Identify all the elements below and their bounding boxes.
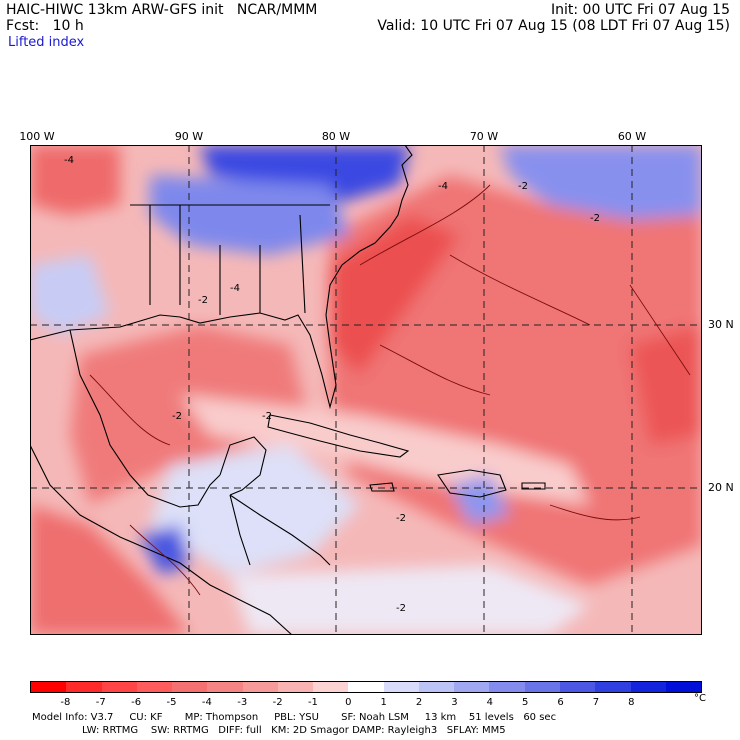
colorbar-swatch xyxy=(242,682,278,692)
lon-label-100w: 100 W xyxy=(19,130,55,143)
colorbar-tick-label: -1 xyxy=(307,697,318,708)
strong-southeast-coast xyxy=(330,215,460,375)
colorbar-tick-label: -5 xyxy=(166,697,177,708)
us-state-lines xyxy=(130,204,330,315)
model-info-line2: LW: RRTMG SW: RRTMG DIFF: full KM: 2D Sm… xyxy=(82,725,506,736)
colorbar-swatch xyxy=(101,682,137,692)
colorbar-swatch xyxy=(665,682,702,692)
stability-field xyxy=(30,145,702,635)
colorbar xyxy=(30,681,702,693)
unstable-mexico-west xyxy=(30,505,190,635)
colorbar-swatch xyxy=(489,682,525,692)
colorbar-swatch xyxy=(418,682,455,692)
lifted-index-map: -2 -2 -2 -2 -2 -2 -2 -4 -4 -4 xyxy=(30,145,702,635)
colorbar-tick-label: 1 xyxy=(380,697,387,708)
colorbar-tick-label: -7 xyxy=(95,697,106,708)
colorbar-swatch xyxy=(313,682,349,692)
colorbar-tick-label: -3 xyxy=(237,697,248,708)
hispaniola xyxy=(437,469,507,498)
field-name: Lifted index xyxy=(8,35,85,50)
stable-gulf-of-maine xyxy=(500,145,702,220)
central-america-stable xyxy=(150,445,360,575)
colorbar-tick-label: 4 xyxy=(486,697,493,708)
colorbar-swatch xyxy=(559,682,596,692)
unstable-texas xyxy=(30,145,120,215)
lon-label-60w: 60 W xyxy=(617,130,647,143)
coastlines xyxy=(30,145,546,635)
colorbar-swatch xyxy=(66,682,102,692)
colorbar-swatch xyxy=(136,682,173,692)
contour-label: -2 xyxy=(172,411,182,422)
colorbar-tick-label: -8 xyxy=(60,697,71,708)
central-america xyxy=(149,494,331,635)
model-title: HAIC-HIWC 13km ARW-GFS init NCAR/MMM xyxy=(6,2,318,18)
colorbar-tick-label: -6 xyxy=(131,697,142,708)
contour-labels: -2 -2 -2 -2 -2 -2 -2 -4 -4 -4 xyxy=(64,155,600,614)
us-gulf-coast xyxy=(30,145,413,410)
contour-label: -2 xyxy=(590,213,600,224)
contour-label: -2 xyxy=(518,181,528,192)
colorbar-swatch xyxy=(524,682,560,692)
lon-label-80w: 80 W xyxy=(321,130,351,143)
lat-label-30n: 30 N xyxy=(708,318,734,331)
colorbar-tick-label: 8 xyxy=(628,697,635,708)
jamaica xyxy=(369,482,395,492)
mexico-west-coast xyxy=(30,444,151,551)
stable-northeast xyxy=(200,145,410,205)
mexico-east-coast xyxy=(69,329,221,508)
colorbar-swatch xyxy=(277,682,314,692)
contour-label: -2 xyxy=(262,411,272,422)
model-info-line1: Model Info: V3.7 CU: KF MP: Thompson PBL… xyxy=(32,712,557,723)
strong-east-atlantic xyxy=(630,325,702,445)
lon-label-70w: 70 W xyxy=(469,130,499,143)
colorbar-swatch xyxy=(207,682,243,692)
unstable-gulf xyxy=(70,325,310,505)
contour-label: -4 xyxy=(438,181,448,192)
contour-label: -2 xyxy=(396,603,406,614)
colorbar-tick-label: 0 xyxy=(345,697,352,708)
eastern-pacific-light xyxy=(230,565,590,635)
colorbar-tick-label: 3 xyxy=(451,697,458,708)
valid-time: Valid: 10 UTC Fri 07 Aug 15 (08 LDT Fri … xyxy=(377,18,730,34)
init-time: Init: 00 UTC Fri 07 Aug 15 xyxy=(550,2,730,18)
colorbar-swatch xyxy=(630,682,666,692)
cool-nw-corner xyxy=(30,255,110,335)
contour-label: -2 xyxy=(198,295,208,306)
colorbar-tick-label: 6 xyxy=(557,697,564,708)
colorbar-swatch xyxy=(348,682,384,692)
stable-mid-atlantic xyxy=(150,175,350,255)
colorbar-unit: °C xyxy=(694,693,706,704)
contours xyxy=(89,184,691,596)
colorbar-tick-label: -4 xyxy=(201,697,212,708)
colorbar-tick-label: 7 xyxy=(592,697,600,708)
colorbar-tick-label: 2 xyxy=(415,697,423,708)
puerto-rico xyxy=(521,482,546,490)
lon-label-90w: 90 W xyxy=(174,130,204,143)
colorbar-swatch xyxy=(595,682,631,692)
contour-label: -4 xyxy=(230,283,240,294)
colorbar-swatch xyxy=(172,682,208,692)
contour-label: -2 xyxy=(396,513,406,524)
forecast-hour: Fcst: 10 h xyxy=(6,18,84,34)
lat-label-20n: 20 N xyxy=(708,481,734,494)
cuba xyxy=(267,414,410,458)
colorbar-swatch xyxy=(383,682,419,692)
colorbar-tick-label: 5 xyxy=(521,697,529,708)
yucatan xyxy=(219,436,267,496)
colorbar-swatch xyxy=(31,682,67,692)
colorbar-swatch xyxy=(454,682,490,692)
contour-label: -4 xyxy=(64,155,74,166)
colorbar-tick-label: -2 xyxy=(272,697,283,708)
